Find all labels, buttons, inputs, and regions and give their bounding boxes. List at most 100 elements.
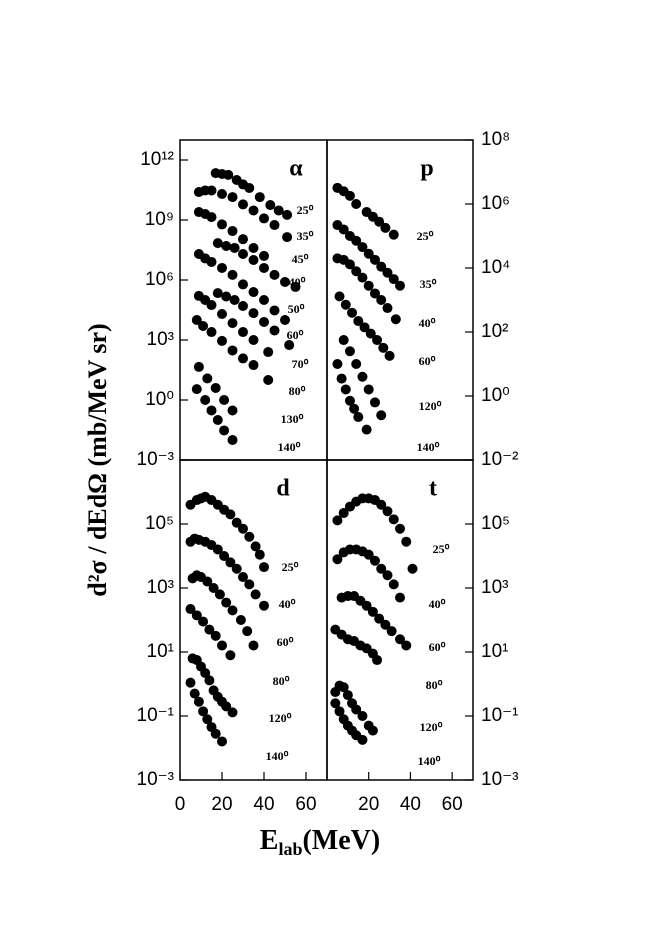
y-tick-label: 10⁻² bbox=[481, 449, 519, 470]
data-point bbox=[217, 640, 227, 651]
y-tick-label: 10⁹ bbox=[145, 209, 174, 230]
data-point bbox=[273, 205, 284, 216]
data-point bbox=[244, 182, 255, 193]
data-point bbox=[280, 276, 290, 287]
data-point bbox=[382, 506, 393, 517]
series-label: 120⁰ bbox=[420, 720, 443, 734]
data-point bbox=[202, 714, 213, 725]
series-label: 60⁰ bbox=[277, 635, 294, 649]
data-point bbox=[376, 261, 387, 272]
data-point bbox=[185, 604, 196, 615]
y-tick-label: 10⁻¹ bbox=[137, 705, 175, 726]
data-point bbox=[263, 375, 274, 385]
data-point bbox=[217, 262, 227, 273]
data-point bbox=[369, 397, 380, 408]
y-tick-label: 10³ bbox=[147, 577, 174, 598]
data-point bbox=[340, 384, 351, 395]
series-label: 140⁰ bbox=[266, 749, 289, 763]
data-point bbox=[210, 728, 221, 739]
data-point bbox=[374, 613, 385, 624]
data-point bbox=[280, 315, 290, 325]
data-point bbox=[407, 563, 418, 574]
data-point bbox=[395, 634, 405, 645]
data-point bbox=[191, 610, 202, 621]
data-point bbox=[351, 704, 362, 715]
data-point bbox=[217, 188, 227, 199]
data-point bbox=[217, 736, 227, 747]
data-point bbox=[336, 373, 347, 384]
y-tick-label: 10⁸ bbox=[481, 129, 510, 150]
data-point bbox=[338, 508, 349, 519]
data-point bbox=[344, 346, 355, 357]
series-label: 35⁰ bbox=[420, 277, 437, 291]
x-axis-label: Elab(MeV) bbox=[260, 825, 380, 859]
x-tick-label: 40 bbox=[253, 794, 274, 815]
x-tick-label: 0 bbox=[175, 794, 186, 815]
y-tick-label: 10⁰ bbox=[145, 389, 174, 410]
y-tick-label: 10¹² bbox=[140, 149, 174, 170]
data-point bbox=[206, 212, 217, 223]
data-point bbox=[374, 216, 385, 227]
series-label: 60⁰ bbox=[429, 640, 446, 654]
data-point bbox=[206, 256, 217, 267]
x-tick-label: 20 bbox=[211, 794, 232, 815]
data-point bbox=[225, 557, 236, 568]
panel-frame bbox=[326, 139, 474, 461]
data-point bbox=[248, 335, 259, 345]
data-point bbox=[361, 424, 372, 435]
data-point bbox=[351, 266, 362, 277]
x-tick-label: 20 bbox=[358, 794, 379, 815]
data-point bbox=[269, 220, 280, 231]
data-point bbox=[223, 169, 234, 180]
data-point bbox=[206, 405, 217, 416]
x-label-subscript: lab bbox=[278, 839, 302, 859]
data-point bbox=[225, 509, 236, 520]
data-point bbox=[238, 327, 248, 338]
data-point bbox=[382, 267, 393, 278]
data-point bbox=[361, 600, 372, 611]
data-point bbox=[189, 688, 200, 699]
y-tick-label: 10⁵ bbox=[145, 513, 174, 534]
data-point bbox=[263, 347, 274, 358]
data-point bbox=[332, 554, 343, 565]
x-label-symbol: E bbox=[260, 825, 279, 856]
data-point bbox=[231, 563, 242, 574]
data-point bbox=[248, 640, 259, 651]
data-point bbox=[376, 295, 387, 305]
data-point bbox=[191, 315, 202, 325]
data-point bbox=[401, 536, 412, 547]
data-point bbox=[217, 219, 227, 230]
data-point bbox=[380, 619, 391, 630]
data-point bbox=[227, 269, 238, 280]
data-point bbox=[250, 589, 261, 600]
data-point bbox=[238, 199, 248, 210]
series-label: 40⁰ bbox=[279, 597, 296, 611]
data-point bbox=[334, 291, 345, 302]
data-point bbox=[238, 523, 248, 534]
data-point bbox=[395, 592, 405, 603]
series-label: 60⁰ bbox=[419, 354, 436, 368]
data-point bbox=[248, 360, 259, 371]
data-point bbox=[208, 583, 219, 593]
data-point bbox=[221, 291, 232, 302]
data-point bbox=[235, 615, 246, 625]
data-point bbox=[248, 308, 259, 319]
y-axis-label: d²σ / dEdΩ (mb/MeV sr) bbox=[83, 323, 112, 596]
data-point bbox=[198, 706, 209, 717]
series-label: 60⁰ bbox=[287, 328, 304, 342]
data-point bbox=[357, 242, 368, 253]
data-point bbox=[342, 690, 353, 701]
data-point bbox=[202, 373, 213, 384]
data-point bbox=[388, 514, 399, 525]
series-label: 80⁰ bbox=[273, 674, 290, 688]
series-label: 25⁰ bbox=[282, 560, 299, 574]
y-tick-label: 10⁻³ bbox=[481, 769, 519, 790]
series-label: 120⁰ bbox=[269, 711, 292, 725]
data-point bbox=[357, 371, 368, 382]
data-point bbox=[238, 572, 248, 583]
series-label: 140⁰ bbox=[417, 440, 440, 454]
data-point bbox=[219, 551, 230, 561]
data-point bbox=[351, 199, 362, 209]
y-tick-label: 10³ bbox=[481, 577, 508, 598]
